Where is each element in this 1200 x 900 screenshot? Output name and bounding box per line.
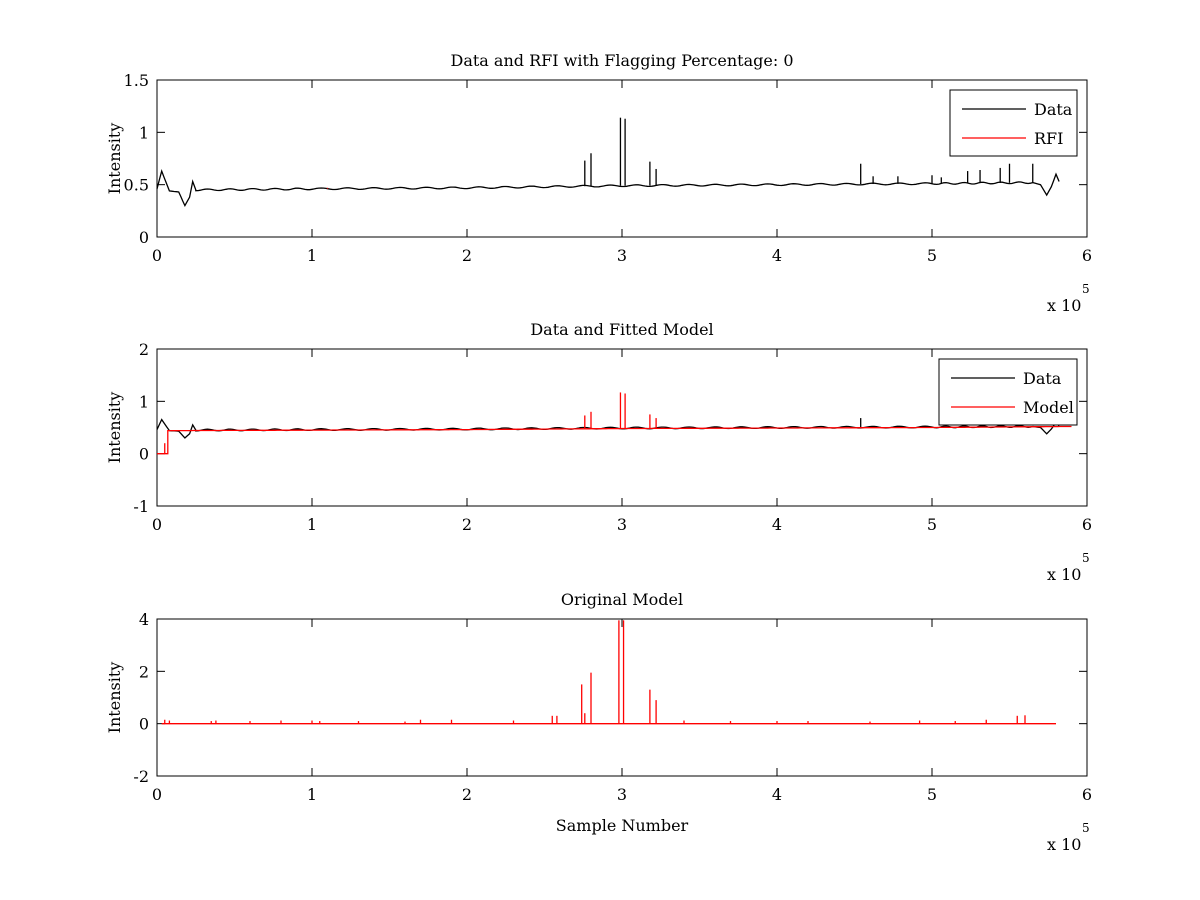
x-multiplier: x 10: [1047, 565, 1081, 584]
x-multiplier: x 10: [1047, 835, 1081, 854]
y-tick-label: 0.5: [124, 176, 149, 195]
x-tick-label: 1: [307, 515, 317, 534]
legend-entry: Data: [1034, 100, 1073, 119]
series-line: [156, 168, 1060, 208]
legend: Data RFI: [949, 89, 1078, 157]
y-tick-label: -1: [133, 497, 149, 516]
legend-box: [938, 358, 1078, 426]
x-exponent: 5: [1082, 282, 1090, 296]
subplot-1: 0 1 2 3 4 5 6 0 0.5 1 1.5 Data and RFI with Flaggin…: [105, 51, 1092, 315]
x-tick-label: 5: [927, 246, 937, 265]
y-tick-label: 2: [139, 340, 149, 359]
chart-title: Original Model: [561, 590, 683, 609]
legend-entry: Model: [1023, 398, 1074, 417]
legend-entry: Data: [1023, 369, 1062, 388]
x-tick-label: 2: [462, 785, 472, 804]
x-tick-label: 5: [927, 785, 937, 804]
x-multiplier: x 10: [1047, 296, 1081, 315]
y-tick-label: 0: [139, 228, 149, 247]
chart-title: Data and RFI with Flagging Percentage: 0: [450, 51, 793, 70]
y-axis-label: Intensity: [105, 662, 124, 734]
x-tick-label: 0: [152, 515, 162, 534]
legend-entry: RFI: [1034, 129, 1063, 148]
series-1: [161, 620, 1056, 725]
x-tick-label: 4: [772, 515, 782, 534]
y-tick-label: 1.5: [124, 71, 149, 90]
x-tick-label: 6: [1082, 246, 1092, 265]
x-tick-label: 3: [617, 785, 627, 804]
y-tick-label: 2: [139, 662, 149, 681]
x-tick-label: 6: [1082, 785, 1092, 804]
y-tick-label: 1: [139, 123, 149, 142]
x-tick-label: 3: [617, 515, 627, 534]
x-tick-label: 2: [462, 515, 472, 534]
x-tick-label: 3: [617, 246, 627, 265]
x-tick-label: 6: [1082, 515, 1092, 534]
y-tick-label: 0: [139, 715, 149, 734]
y-tick-label: -2: [133, 767, 149, 786]
y-axis-label: Intensity: [105, 392, 124, 464]
legend: Data Model: [938, 358, 1078, 426]
x-exponent: 5: [1082, 821, 1090, 835]
x-exponent: 5: [1082, 551, 1090, 565]
x-tick-label: 1: [307, 246, 317, 265]
chart-title: Data and Fitted Model: [530, 320, 713, 339]
x-tick-label: 0: [152, 246, 162, 265]
x-tick-label: 0: [152, 785, 162, 804]
subplots: 0 1 2 3 4 5 6 0 0.5 1 1.5 Data and RFI with Flaggin…: [105, 51, 1092, 854]
y-tick-label: 0: [139, 445, 149, 464]
x-axis-label: Sample Number: [556, 816, 689, 835]
x-tick-label: 4: [772, 246, 782, 265]
x-tick-label: 1: [307, 785, 317, 804]
legend-box: [949, 89, 1078, 157]
y-tick-label: 4: [139, 610, 149, 629]
series-1: [156, 117, 1060, 208]
x-tick-label: 4: [772, 785, 782, 804]
y-tick-label: 1: [139, 392, 149, 411]
series-2: [157, 392, 1072, 455]
x-tick-label: 5: [927, 515, 937, 534]
y-axis-label: Intensity: [105, 123, 124, 195]
x-tick-label: 2: [462, 246, 472, 265]
series-line: [157, 425, 1072, 455]
